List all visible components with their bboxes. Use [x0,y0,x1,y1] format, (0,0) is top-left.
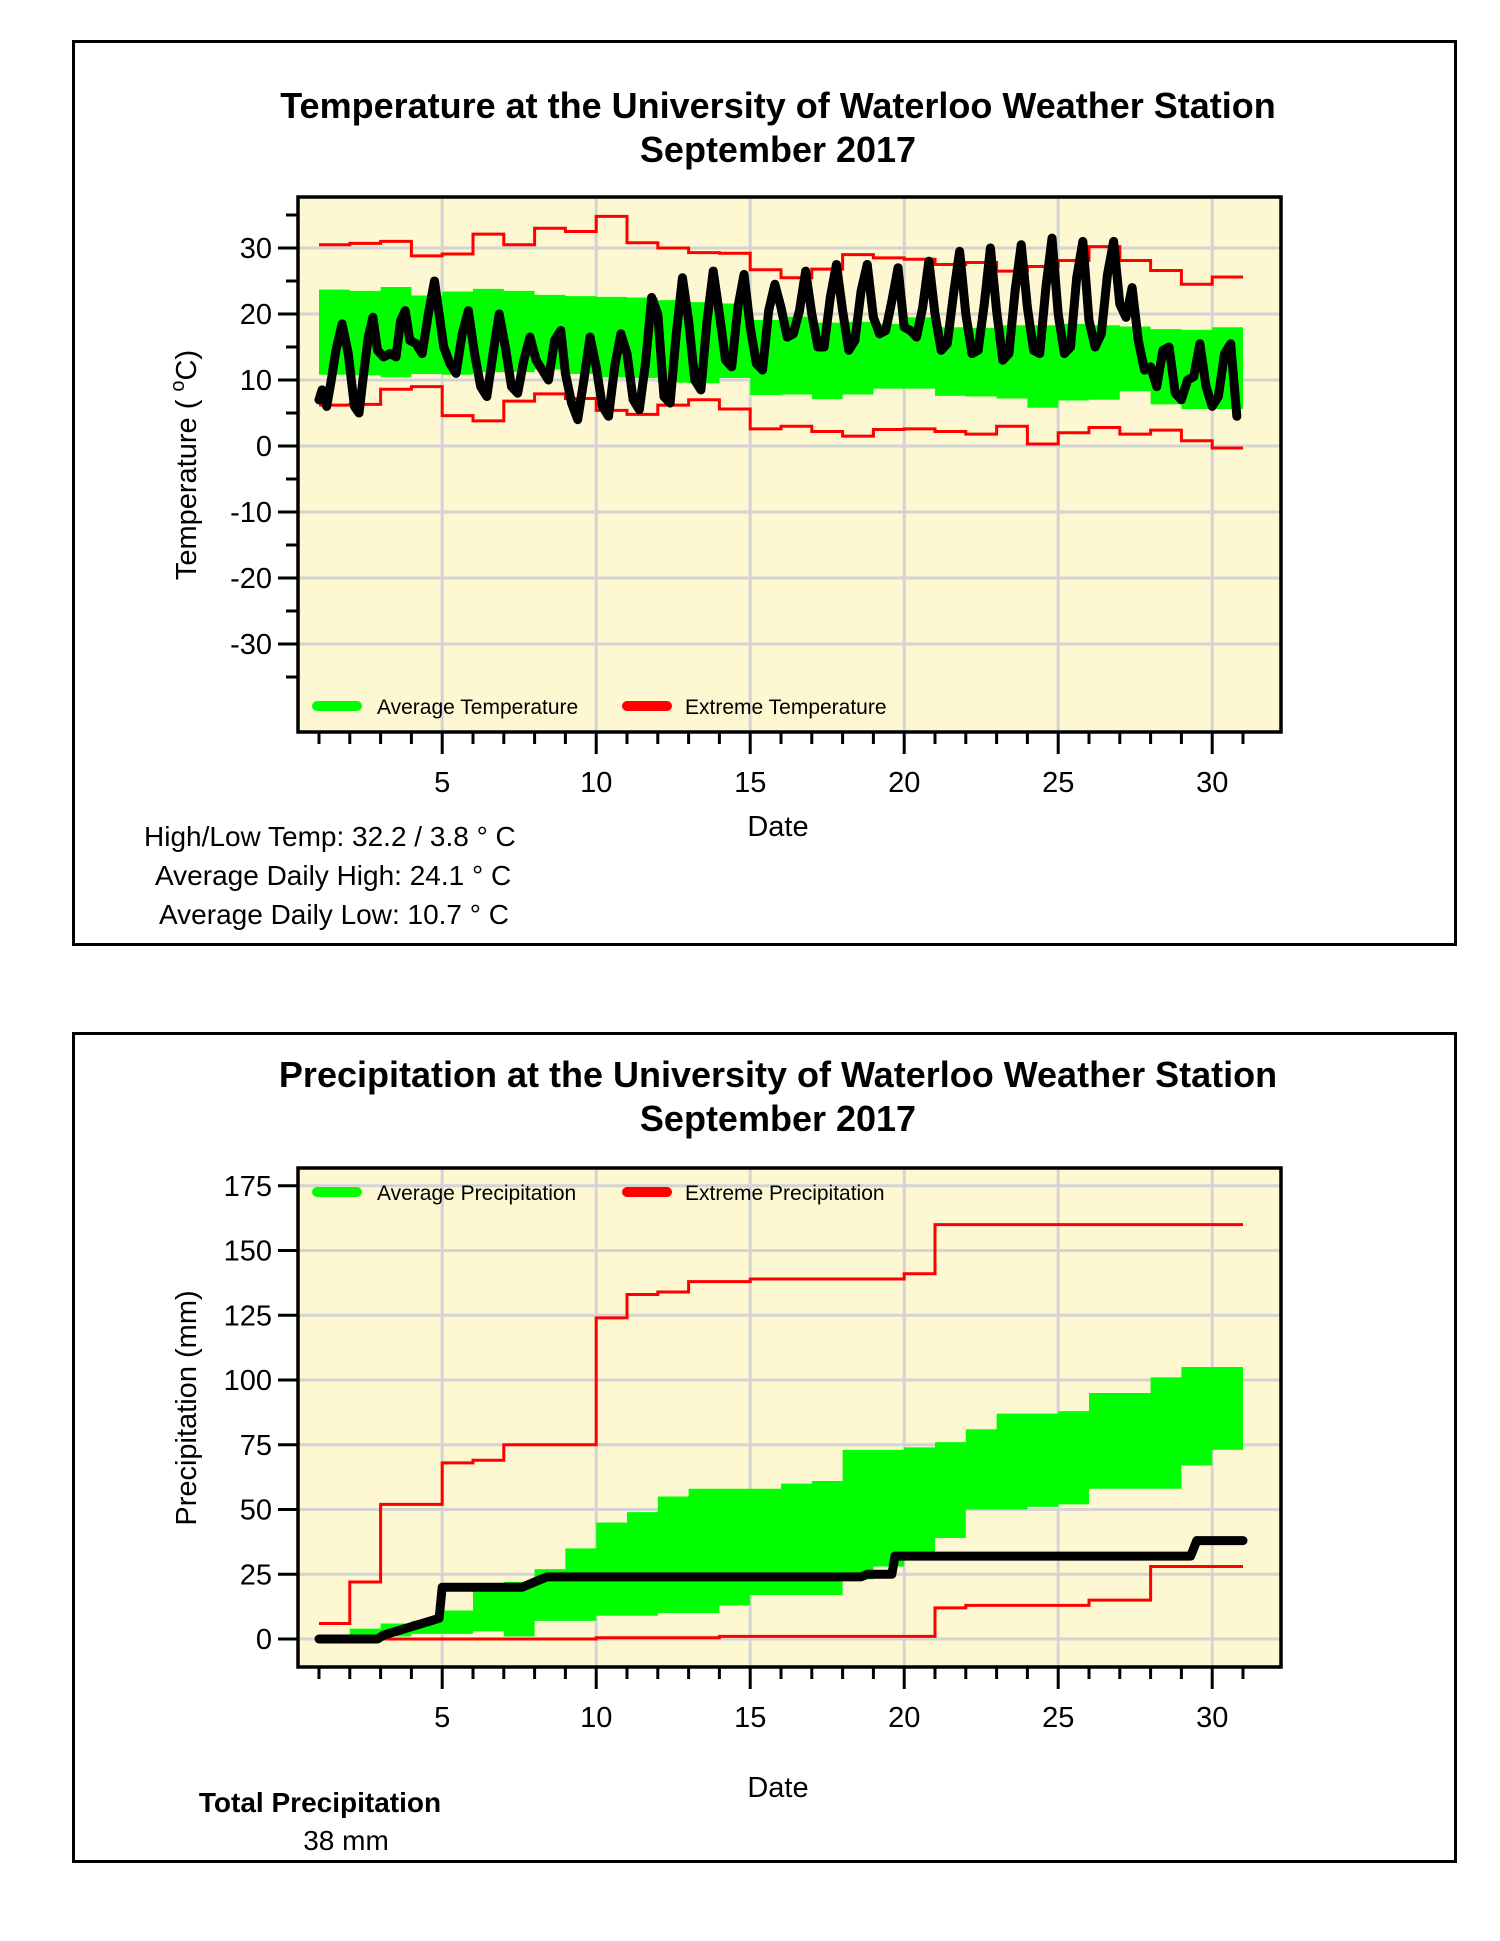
precipitation-legend-extreme-label: Extreme Precipitation [685,1182,885,1205]
total-precipitation-value: 38 mm [303,1825,389,1856]
temperature-y-tick-label: -10 [230,497,272,529]
temperature-average-band [319,286,1243,410]
temperature-x-tick-label: 5 [434,767,450,799]
temperature-y-label-degree: o [167,380,189,391]
precipitation-y-tick-label: 100 [224,1365,272,1397]
temperature-x-tick-label: 30 [1196,767,1228,799]
temperature-chart: Temperature at the University of Waterlo… [144,85,1283,930]
average-daily-high-stat: Average Daily High: 24.1 ° C [155,860,511,891]
precipitation-x-tick-label: 15 [734,1702,766,1734]
high-low-temp-stat: High/Low Temp: 32.2 / 3.8 ° C [144,821,516,852]
precipitation-average-band [319,1367,1243,1639]
temperature-y-tick-label: 0 [256,431,272,463]
temperature-extreme-high-line [319,214,1243,286]
temperature-y-label-unit: C) [171,350,203,381]
temperature-plot-frame [296,195,1283,734]
temperature-x-tick-label: 10 [580,767,612,799]
precipitation-y-tick-label: 175 [224,1171,272,1203]
temperature-y-tick-label: -20 [230,563,272,595]
precipitation-y-tick-label: 50 [240,1495,272,1527]
precipitation-y-tick-label: 75 [240,1430,272,1462]
temperature-legend-extreme-label: Extreme Temperature [685,696,887,719]
temperature-chart-title: Temperature at the University of Waterlo… [280,85,1276,126]
precipitation-extreme-high-line [319,1223,1243,1625]
precipitation-y-tick-label: 0 [256,1624,272,1656]
precipitation-x-tick-label: 25 [1042,1702,1074,1734]
temperature-chart-subtitle: September 2017 [640,129,916,170]
temperature-y-tick-label: 10 [240,365,272,397]
precipitation-chart-title: Precipitation at the University of Water… [279,1054,1277,1095]
precipitation-y-tick-label: 150 [224,1236,272,1268]
precipitation-y-axis-label: Precipitation (mm) [171,1290,203,1525]
precipitation-x-tick-label: 5 [434,1702,450,1734]
precipitation-plot-frame [296,1166,1283,1669]
temperature-x-axis-label: Date [747,811,808,843]
temperature-y-axis-label: Temperature ( oC) [167,350,203,580]
temperature-y-tick-label: -30 [230,629,272,661]
precipitation-chart-subtitle: September 2017 [640,1098,916,1139]
temperature-x-tick-label: 20 [888,767,920,799]
precipitation-x-tick-label: 20 [888,1702,920,1734]
precipitation-y-tick-label: 125 [224,1300,272,1332]
precipitation-extreme-low-line [319,1564,1243,1641]
temperature-y-tick-label: 30 [240,233,272,265]
precipitation-legend-average-label: Average Precipitation [377,1182,576,1205]
precipitation-observed-line [314,1536,1248,1644]
temperature-y-label-main: Temperature ( [171,392,203,581]
temperature-x-tick-label: 15 [734,767,766,799]
precipitation-x-tick-label: 30 [1196,1702,1228,1734]
temperature-extreme-low-line [319,385,1243,450]
average-daily-low-stat: Average Daily Low: 10.7 ° C [159,899,509,930]
temperature-observed-line [314,233,1242,425]
total-precipitation-label: Total Precipitation [199,1787,441,1818]
temperature-x-tick-label: 25 [1042,767,1074,799]
temperature-legend-average-label: Average Temperature [377,696,578,719]
temperature-y-tick-label: 20 [240,299,272,331]
precipitation-y-tick-label: 25 [240,1559,272,1591]
precipitation-x-tick-label: 10 [580,1702,612,1734]
precipitation-x-axis-label: Date [747,1772,808,1804]
